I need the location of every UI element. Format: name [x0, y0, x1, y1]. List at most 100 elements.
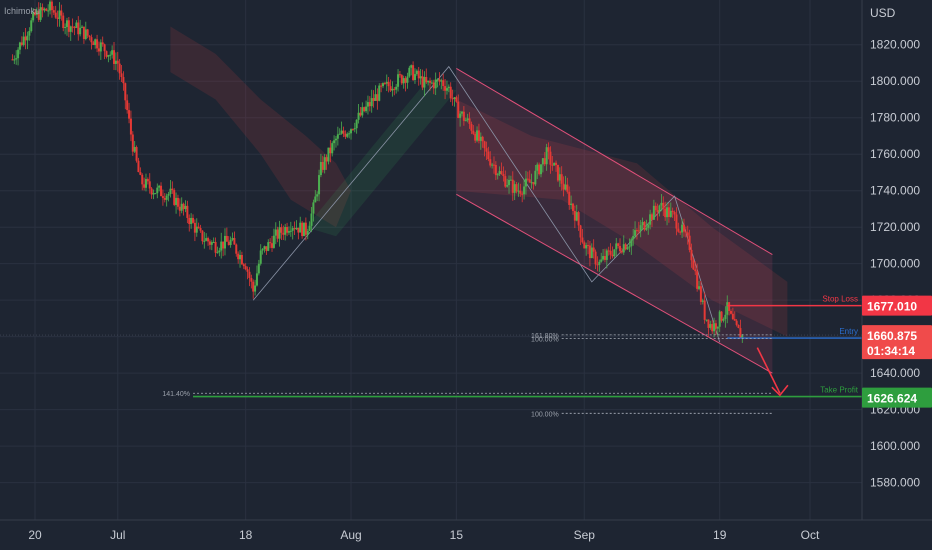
candle-down — [560, 174, 563, 184]
candle-up — [190, 217, 193, 225]
candle-up — [466, 118, 469, 121]
candle-up — [666, 207, 669, 218]
candle-up — [114, 60, 117, 64]
stop-loss-label: Stop Loss — [822, 295, 858, 304]
candle-up — [647, 224, 650, 228]
price-axis-labels: 1580.0001600.0001620.0001640.0001660.000… — [870, 38, 920, 490]
candle-up — [218, 250, 221, 253]
candle-up — [513, 184, 516, 193]
candle-down — [20, 42, 23, 45]
candle-up — [479, 136, 482, 141]
candle-up — [216, 252, 219, 254]
candle-up — [391, 88, 394, 91]
price-tick-label: 1720.000 — [870, 220, 920, 234]
candle-up — [476, 130, 479, 141]
candle-down — [276, 229, 279, 239]
candle-down — [547, 147, 550, 152]
candle-down — [146, 179, 149, 182]
candle-down — [711, 324, 714, 332]
candle-up — [302, 222, 305, 237]
candle-up — [705, 319, 708, 321]
candle-up — [65, 20, 68, 27]
candle-up — [632, 235, 635, 240]
candle-down — [301, 222, 304, 237]
candle-down — [359, 112, 362, 116]
price-tick-label: 1760.000 — [870, 147, 920, 161]
candle-down — [654, 205, 657, 211]
time-axis-panel[interactable] — [0, 520, 932, 550]
candle-down — [342, 130, 345, 134]
candle-down — [269, 242, 272, 244]
candle-up — [506, 185, 509, 187]
candle-up — [99, 42, 102, 52]
candle-up — [274, 229, 277, 236]
currency-label: USD — [870, 6, 896, 20]
candle-down — [412, 65, 415, 80]
candle-down — [54, 12, 57, 18]
candle-up — [464, 120, 467, 122]
candle-up — [445, 88, 448, 91]
candle-down — [679, 231, 682, 233]
candle-down — [380, 85, 383, 87]
candle-down — [519, 190, 522, 194]
price-tick-label: 1700.000 — [870, 257, 920, 271]
candle-up — [641, 221, 644, 226]
candle-up — [203, 240, 206, 242]
candle-down — [214, 241, 217, 253]
candle-down — [566, 184, 569, 192]
candle-up — [13, 59, 16, 61]
candle-down — [451, 98, 454, 100]
candle-up — [615, 243, 618, 250]
candle-down — [609, 250, 612, 255]
price-axis-panel[interactable] — [862, 0, 932, 520]
candle-down — [714, 323, 717, 329]
time-tick-label: Aug — [340, 528, 361, 542]
candle-up — [509, 179, 512, 181]
candle-up — [639, 225, 642, 231]
candle-down — [477, 130, 480, 141]
candle-up — [287, 231, 290, 233]
candle-down — [227, 241, 230, 246]
candle-down — [556, 164, 559, 181]
candle-up — [278, 227, 281, 239]
candle-up — [180, 203, 183, 211]
candle-up — [69, 26, 72, 32]
candle-down — [90, 37, 93, 43]
candle-down — [77, 22, 80, 35]
candle-down — [667, 207, 670, 217]
candle-up — [430, 82, 433, 84]
time-tick-label: Jul — [110, 528, 125, 542]
candle-up — [169, 188, 172, 195]
candle-down — [141, 174, 144, 185]
candle-up — [558, 174, 561, 181]
candle-down — [201, 230, 204, 242]
candle-up — [564, 184, 567, 190]
candle-up — [496, 174, 499, 176]
candle-up — [366, 102, 369, 107]
candle-up — [440, 80, 443, 82]
candle-up — [353, 128, 356, 130]
candle-up — [491, 164, 494, 166]
candle-down — [720, 311, 723, 321]
candle-up — [319, 161, 322, 176]
candle-up — [30, 20, 33, 32]
candle-down — [489, 159, 492, 166]
candle-up — [79, 27, 82, 35]
candle-down — [325, 157, 328, 162]
candle-up — [229, 239, 232, 246]
candle-down — [11, 59, 14, 61]
candle-down — [500, 171, 503, 175]
candle-down — [587, 245, 590, 247]
candle-up — [378, 85, 381, 101]
candle-up — [312, 202, 315, 214]
time-tick-label: Sep — [574, 528, 596, 542]
fib-level-label: 161.80% — [531, 333, 559, 340]
indicator-label[interactable]: Ichimoku — [4, 6, 40, 16]
candle-down — [101, 42, 104, 45]
candle-down — [579, 225, 582, 238]
candle-up — [348, 133, 351, 135]
candle-up — [43, 8, 46, 11]
candle-up — [22, 36, 25, 45]
